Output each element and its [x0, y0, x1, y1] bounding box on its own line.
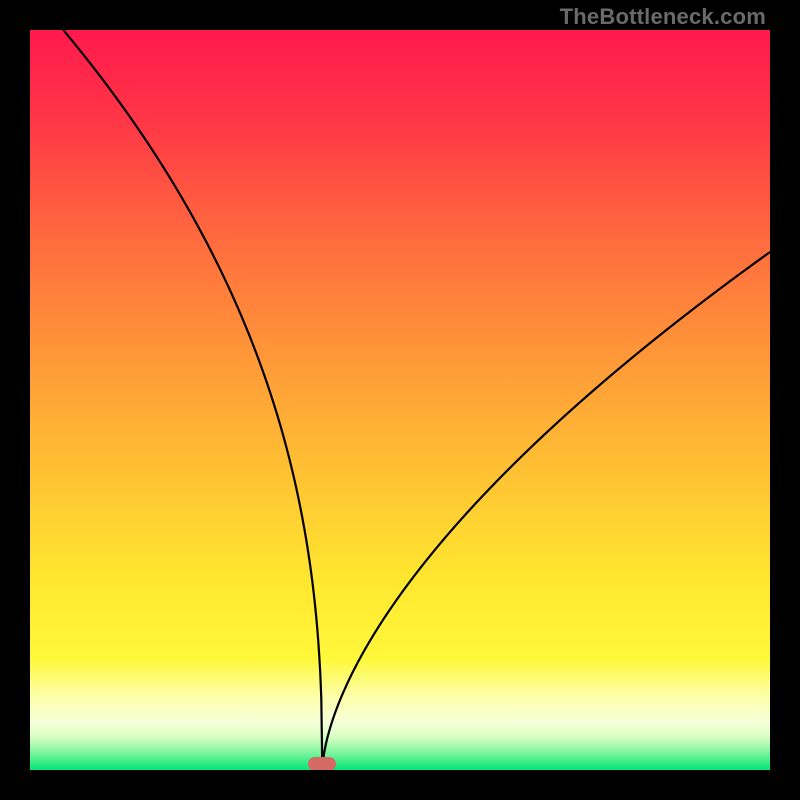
chart-frame: TheBottleneck.com	[0, 0, 800, 800]
bottleneck-curve	[30, 30, 770, 770]
minimum-marker	[308, 757, 336, 770]
plot-area	[30, 30, 770, 770]
watermark-text: TheBottleneck.com	[560, 4, 766, 30]
